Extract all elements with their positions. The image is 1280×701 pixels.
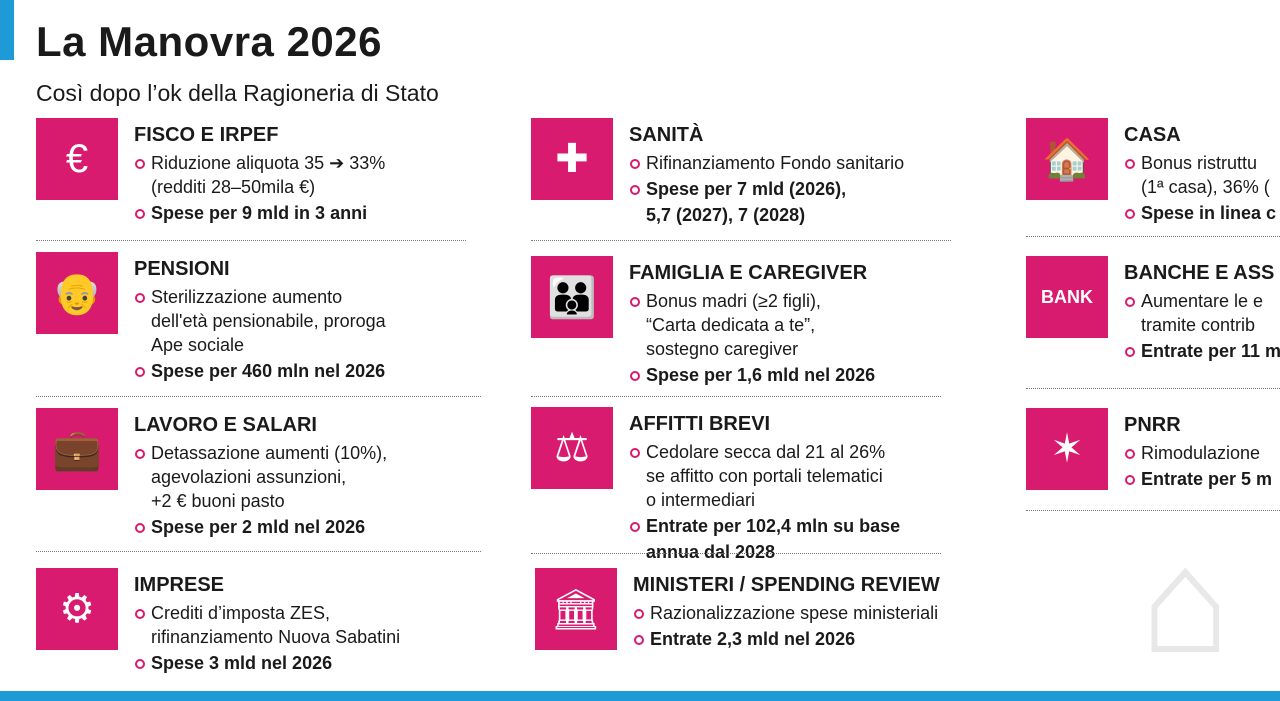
bullet-text: Aumentare le e xyxy=(1124,289,1280,313)
bullet-amount: Entrate 2,3 mld nel 2026 xyxy=(633,627,1013,651)
elderly-couple-icon: 👴 xyxy=(36,252,118,334)
bullet-amount: Entrate per 11 m xyxy=(1124,339,1280,363)
bottom-accent-bar xyxy=(0,691,1280,701)
section-heading: MINISTERI / SPENDING REVIEW xyxy=(633,574,940,596)
bullet-amount: Spese per 9 mld in 3 anni xyxy=(134,201,514,225)
bullet-text: tramite contrib xyxy=(1141,315,1256,335)
bullet-amount: Entrate per 102,4 mln su base xyxy=(629,514,1009,538)
bullet-amount: Spese per 460 mln nel 2026 xyxy=(134,359,514,383)
business-gear-icon: ⚙ xyxy=(36,568,118,650)
house-icon: 🏠 xyxy=(1026,118,1108,200)
bullet-text: “Carta dedicata a te”, xyxy=(646,315,816,335)
eu-stars-icon: ✶ xyxy=(1026,408,1108,490)
divider xyxy=(531,553,941,554)
section-heading: CASA xyxy=(1124,124,1181,146)
bank-icon: BANK xyxy=(1026,256,1108,338)
bullet-text: Bonus madri (≥2 figli), xyxy=(629,289,1009,313)
bullet-text: o intermediari xyxy=(646,490,756,510)
section-heading: FAMIGLIA E CAREGIVER xyxy=(629,262,868,284)
divider xyxy=(1026,388,1280,389)
section-heading: AFFITTI BREVI xyxy=(629,413,771,435)
divider xyxy=(1026,236,1280,237)
divider xyxy=(531,396,941,397)
bullet-amount: Spese per 2 mld nel 2026 xyxy=(134,515,514,539)
bullet-amount: annua dal 2028 xyxy=(646,542,776,562)
bullet-amount: Spese in linea c xyxy=(1124,201,1280,225)
bullet-text: Rimodulazione xyxy=(1124,441,1280,465)
coins-euro-icon: € xyxy=(36,118,118,200)
section-heading: PNRR xyxy=(1124,414,1181,436)
bullet-amount: Spese per 7 mld (2026), xyxy=(629,177,1009,201)
divider xyxy=(531,240,951,241)
briefcase-icon: 💼 xyxy=(36,408,118,490)
bullet-text: Ape sociale xyxy=(151,335,245,355)
bullet-text: Razionalizzazione spese ministeriali xyxy=(633,601,1013,625)
bullet-text: Cedolare secca dal 21 al 26% xyxy=(629,440,1009,464)
bullet-amount: Entrate per 5 m xyxy=(1124,467,1280,491)
bullet-amount: 5,7 (2027), 7 (2028) xyxy=(646,205,806,225)
divider xyxy=(36,396,481,397)
bullet-amount: Spese 3 mld nel 2026 xyxy=(134,651,514,675)
bullet-text: +2 € buoni pasto xyxy=(151,491,285,511)
section-heading: PENSIONI xyxy=(134,258,230,280)
section-heading: FISCO E IRPEF xyxy=(134,124,279,146)
gavel-icon: ⚖ xyxy=(531,407,613,489)
bullet-text: Crediti d’imposta ZES, xyxy=(134,601,514,625)
bullet-text: Sterilizzazione aumento xyxy=(134,285,514,309)
bullet-text: dell'età pensionabile, proroga xyxy=(151,311,386,331)
bullet-text: Rifinanziamento Fondo sanitario xyxy=(629,151,1009,175)
section-heading: SANITÀ xyxy=(629,124,704,146)
divider xyxy=(36,551,481,552)
divider xyxy=(36,240,466,241)
bullet-text: (1ª casa), 36% ( xyxy=(1141,177,1270,197)
bullet-text: se affitto con portali telematici xyxy=(646,466,883,486)
section-heading: LAVORO E SALARI xyxy=(134,414,317,436)
bullet-text: (redditi 28–50mila €) xyxy=(151,177,316,197)
divider xyxy=(1026,510,1280,511)
bullet-amount: Spese per 1,6 mld nel 2026 xyxy=(629,363,1009,387)
bullet-text: sostegno caregiver xyxy=(646,339,799,359)
ministry-building-icon: 🏛 xyxy=(535,568,617,650)
bullet-text: rifinanziamento Nuova Sabatini xyxy=(151,627,401,647)
page-title: La Manovra 2026 xyxy=(36,18,383,65)
family-icon: 👪 xyxy=(531,256,613,338)
bullet-text: Bonus ristruttu xyxy=(1124,151,1280,175)
bullet-text: agevolazioni assunzioni, xyxy=(151,467,347,487)
house-euro-watermark-icon: ⌂ xyxy=(1140,516,1231,684)
health-hands-icon: ✚ xyxy=(531,118,613,200)
page-subtitle: Così dopo l’ok della Ragioneria di Stato xyxy=(36,80,439,106)
section-heading: IMPRESE xyxy=(134,574,225,596)
bullet-text: Riduzione aliquota 35 ➔ 33% xyxy=(134,151,514,175)
top-accent-bar xyxy=(0,0,14,60)
section-heading: BANCHE E ASS xyxy=(1124,262,1275,284)
bullet-text: Detassazione aumenti (10%), xyxy=(134,441,514,465)
